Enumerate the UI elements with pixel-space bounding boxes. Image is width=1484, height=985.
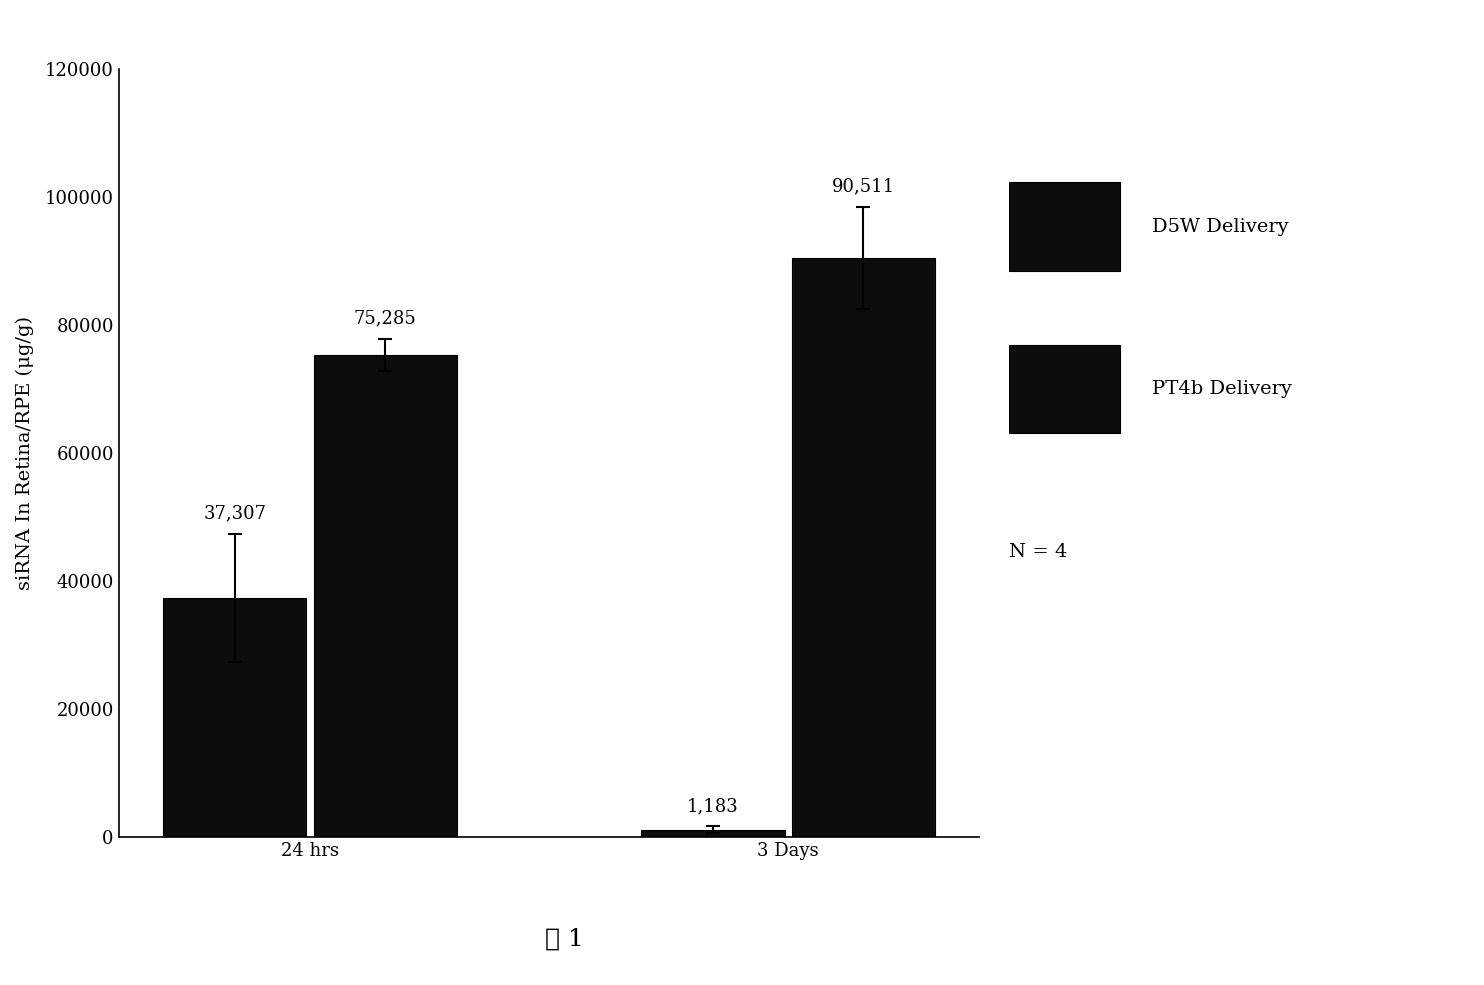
Bar — [792, 258, 935, 837]
Bar — [641, 829, 785, 837]
Text: 1,183: 1,183 — [687, 797, 739, 815]
Bar — [313, 356, 457, 837]
Y-axis label: siRNA In Retina/RPE (μg/g): siRNA In Retina/RPE (μg/g) — [15, 316, 34, 590]
Text: 37,307: 37,307 — [203, 505, 266, 523]
Bar — [163, 599, 306, 837]
FancyBboxPatch shape — [1009, 345, 1120, 433]
Text: 图 1: 图 1 — [545, 928, 583, 951]
Text: PT4b Delivery: PT4b Delivery — [1152, 380, 1291, 398]
Text: 75,285: 75,285 — [353, 309, 417, 328]
Text: 90,511: 90,511 — [833, 177, 895, 195]
Text: N = 4: N = 4 — [1009, 543, 1067, 560]
FancyBboxPatch shape — [1009, 182, 1120, 271]
Text: D5W Delivery: D5W Delivery — [1152, 218, 1288, 235]
